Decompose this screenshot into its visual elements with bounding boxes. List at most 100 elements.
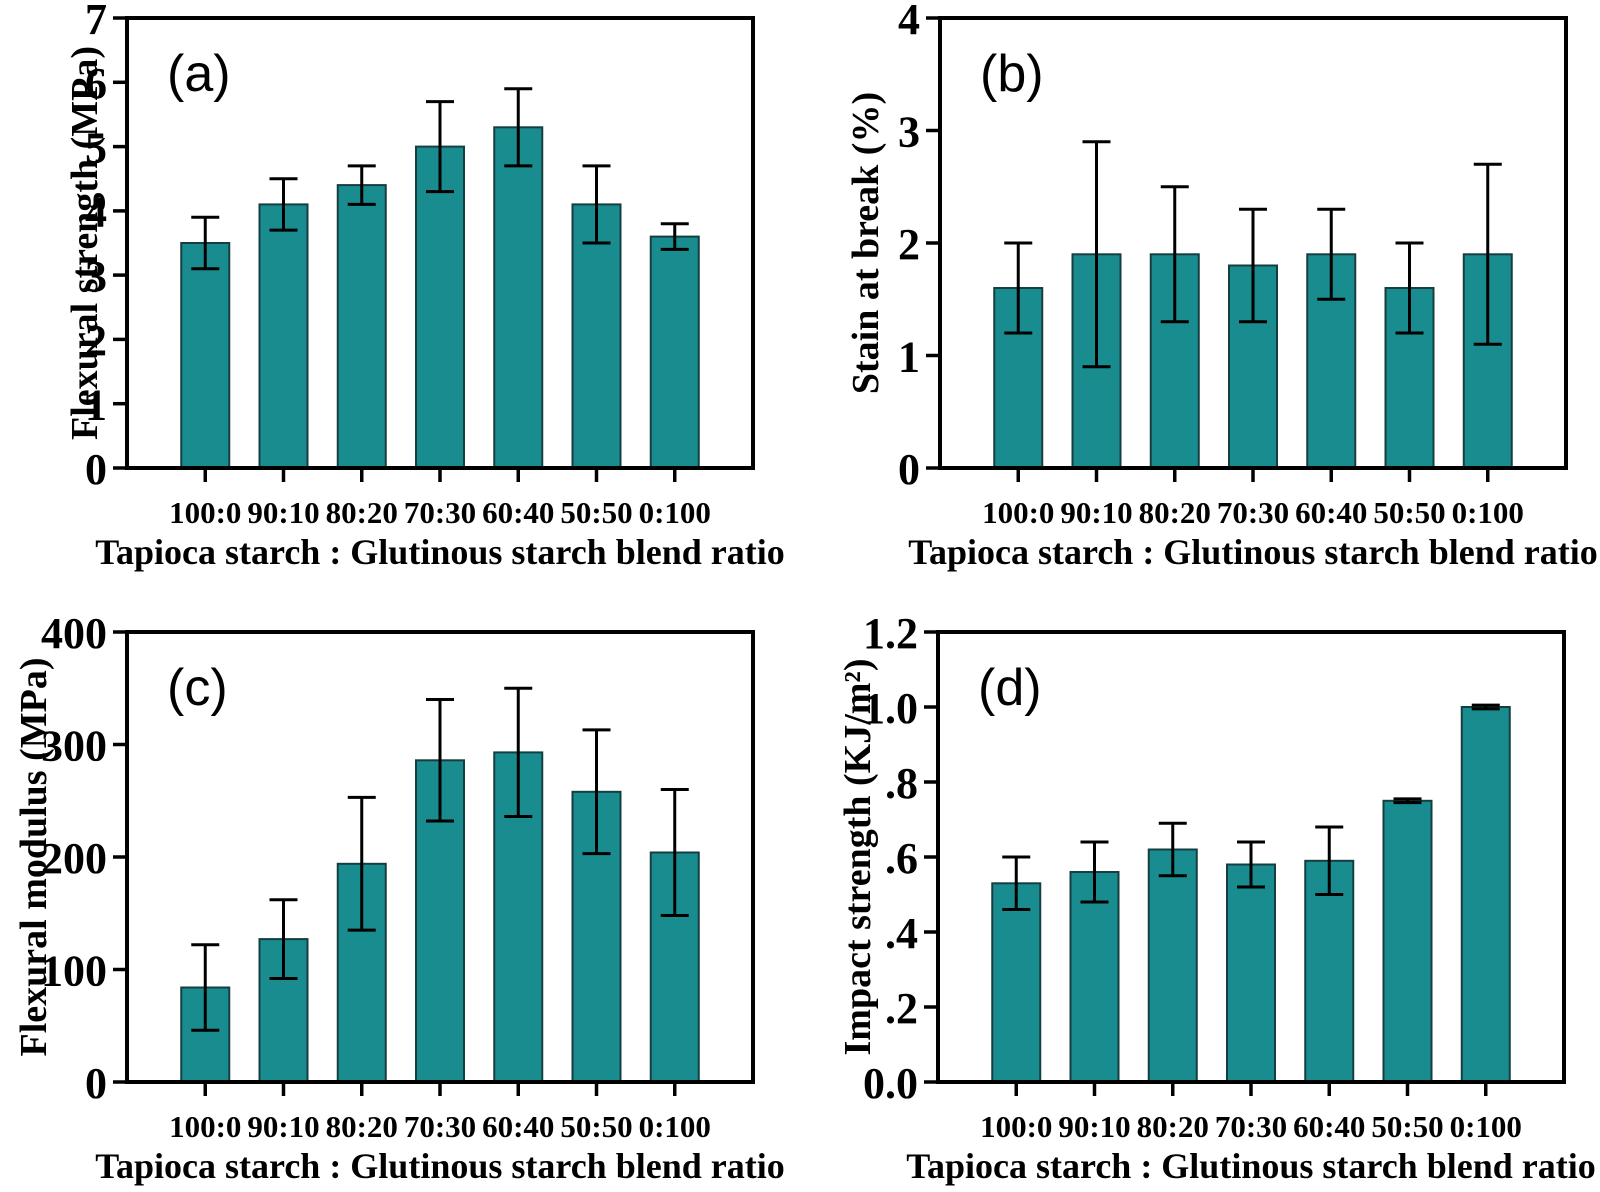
error-bar-50:50 [582,728,611,856]
y-axis-title: Impact strength (KJ/m²) [837,658,879,1056]
y-tick-label: 1 [898,332,920,381]
y-tick-label: .6 [885,834,918,883]
x-axis-title: Tapioca starch : Glutinous starch blend … [906,1146,1596,1186]
error-bar-100:0 [191,943,220,1032]
bar-70:30 [415,145,465,469]
plot-area-a: 0 1 2 3 4 5 6 7 100:0 90:10 80:20 70:30 60:40 50:50 0:… [85,0,755,530]
y-tick-label: 4 [898,0,920,44]
error-bar-60:40 [504,686,533,818]
y-axis-title: Flexural strength (MPa) [64,46,106,440]
x-category-label: 90:10 [247,495,319,530]
panel-letter: (c) [167,659,228,717]
bar-90:10 [1069,871,1120,1083]
plot-area-c: 0 100 200 300 400 100:0 90:10 80:20 70:30 60:40 50… [41,609,755,1144]
y-tick-label: 0 [85,1059,107,1108]
y-tick-label: 5 [85,123,107,172]
plot-frame [125,16,755,470]
x-category-label: 0:100 [1452,495,1524,530]
error-bar-100:0 [191,215,220,271]
y-tick-label: 400 [41,609,107,658]
plot-area-b: 0 1 2 3 4 100:0 90:10 80:20 70:30 60:40 50:50 0:100 [898,0,1568,530]
bar-50:50 [571,203,622,469]
x-category-label: 80:20 [1137,1109,1209,1144]
error-bar-0:100 [1471,703,1500,711]
error-bar-50:50 [1395,241,1424,335]
x-category-label: 90:10 [247,1109,319,1144]
x-category-label: 80:20 [326,495,398,530]
panel-c-flexural-modulus: 0 100 200 300 400 100:0 90:10 80:20 70:30 60:40 50… [0,596,800,1192]
y-tick-label: 2 [898,220,920,269]
bar-80:20 [336,184,387,469]
x-category-label: 50:50 [560,495,632,530]
x-category-label: 50:50 [1373,495,1445,530]
bar-90:10 [258,203,309,469]
x-category-label: 60:40 [1293,1109,1365,1144]
error-bar-70:30 [426,698,454,823]
x-category-label: 50:50 [560,1109,632,1144]
x-category-label: 0:100 [639,495,711,530]
plot-area-d: 0.0 .2 .4 .6 .8 1.0 1.2 100:0 90:10 80:20 70:30 60:… [863,609,1566,1144]
bar-50:50 [1382,799,1433,1084]
x-category-label: 70:30 [404,1109,476,1144]
y-tick-label: 1.0 [863,684,918,733]
plot-frame [936,630,1566,1084]
y-axis-title: Stain at break (%) [845,91,887,395]
y-tick-label: 1.2 [863,609,918,658]
x-axis-title: Tapioca starch : Glutinous starch blend … [908,532,1598,572]
x-axis-title: Tapioca starch : Glutinous starch blend … [95,1146,785,1186]
error-bar-0:100 [660,788,689,917]
x-category-label: 70:30 [1215,1109,1287,1144]
panel-letter: (b) [980,45,1044,103]
error-bar-100:0 [1002,855,1031,911]
bar-100:0 [991,882,1042,1084]
x-category-label: 0:100 [639,1109,711,1144]
x-category-label: 50:50 [1371,1109,1443,1144]
x-category-label: 90:10 [1060,495,1132,530]
error-bar-90:10 [269,177,298,232]
y-tick-label: 0 [898,445,920,494]
bar-0:100 [1460,706,1511,1083]
y-tick-label: .2 [885,984,918,1033]
x-category-label: 90:10 [1058,1109,1130,1144]
error-bar-50:50 [582,164,611,245]
y-tick-label: 3 [85,252,107,301]
error-bar-100:0 [1004,241,1033,335]
panel-letter: (a) [167,45,231,103]
x-category-label: 80:20 [326,1109,398,1144]
error-bar-70:30 [1239,207,1267,324]
panel-letter: (d) [978,659,1042,717]
y-tick-label: 6 [85,59,107,108]
panel-d-impact-strength: 0.0 .2 .4 .6 .8 1.0 1.2 100:0 90:10 80:20 70:30 60:… [800,596,1600,1192]
y-tick-label: 2 [85,316,107,365]
bar-60:40 [493,126,544,470]
error-bar-80:20 [347,164,376,206]
y-tick-label: 4 [85,188,107,237]
error-bar-60:40 [1315,825,1344,896]
y-tick-label: 0.0 [863,1059,918,1108]
error-bar-80:20 [1160,185,1189,324]
error-bar-80:20 [347,795,376,932]
y-tick-label: 200 [41,834,107,883]
error-bar-90:10 [1082,140,1111,369]
x-category-label: 100:0 [982,495,1054,530]
x-category-label: 100:0 [980,1109,1052,1144]
x-category-label: 70:30 [404,495,476,530]
bar-70:30 [1226,863,1276,1083]
y-tick-label: 1 [85,381,107,430]
error-bar-70:30 [426,100,454,194]
y-tick-label: 100 [41,946,107,995]
x-category-label: 70:30 [1217,495,1289,530]
error-bar-0:100 [1473,162,1502,346]
y-tick-label: 7 [85,0,107,44]
bar-80:20 [1147,848,1198,1083]
error-bar-80:20 [1158,821,1187,878]
x-category-label: 60:40 [482,495,554,530]
y-axis-title: Flexural modulus (MPa) [13,657,55,1057]
plot-frame [125,630,755,1084]
x-category-label: 100:0 [169,1109,241,1144]
x-axis-title: Tapioca starch : Glutinous starch blend … [95,532,785,572]
panel-a-flexural-strength: 0 1 2 3 4 5 6 7 100:0 90:10 80:20 70:30 60:40 50:50 0:… [0,0,800,596]
panel-b-stain-at-break: 0 1 2 3 4 100:0 90:10 80:20 70:30 60:40 50:50 0:100… [800,0,1600,596]
y-tick-label: 300 [41,721,107,770]
